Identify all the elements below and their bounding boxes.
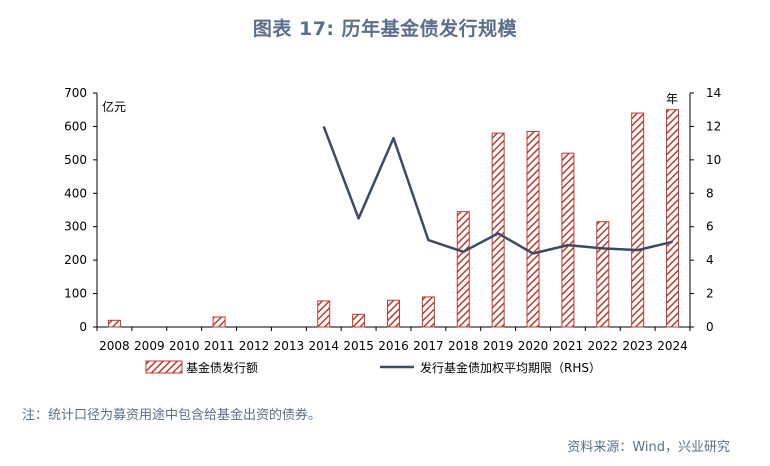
x-tick-label: 2019: [483, 339, 514, 353]
bar: [491, 132, 505, 328]
bar: [561, 152, 575, 328]
right-tick-label: 4: [706, 253, 714, 267]
bar: [317, 300, 331, 328]
x-tick-label: 2022: [588, 339, 619, 353]
x-tick-label: 2018: [448, 339, 479, 353]
x-tick-label: 2012: [239, 339, 270, 353]
x-tick-label: 2020: [518, 339, 549, 353]
line-series-path: [322, 125, 673, 255]
bar: [631, 112, 645, 328]
right-tick-label: 2: [706, 287, 714, 301]
x-tick-label: 2024: [657, 339, 688, 353]
left-tick-label: 500: [64, 153, 87, 167]
x-tick-label: 2017: [413, 339, 444, 353]
x-tick-label: 2010: [169, 339, 200, 353]
right-tick-label: 6: [706, 220, 714, 234]
right-tick-label: 0: [706, 320, 714, 334]
x-tick-label: 2013: [274, 339, 305, 353]
bar: [596, 221, 610, 328]
bar: [526, 130, 540, 328]
left-tick-label: 300: [64, 220, 87, 234]
x-tick-label: 2011: [204, 339, 235, 353]
right-tick-label: 14: [706, 86, 721, 100]
x-tick-label: 2014: [308, 339, 339, 353]
left-tick-label: 0: [79, 320, 87, 334]
bar: [212, 316, 226, 328]
right-tick-label: 12: [706, 119, 721, 133]
left-tick-label: 200: [64, 253, 87, 267]
right-axis-unit: 年: [666, 92, 678, 106]
legend-bar-label: 基金债发行额: [186, 360, 258, 375]
right-tick-label: 10: [706, 153, 721, 167]
right-tick-label: 8: [706, 186, 714, 200]
x-tick-label: 2023: [622, 339, 653, 353]
x-tick-label: 2008: [99, 339, 130, 353]
bar: [107, 319, 121, 328]
footnote: 注：统计口径为募资用途中包含给基金出资的债券。: [22, 408, 322, 423]
left-axis-unit: 亿元: [102, 99, 126, 114]
source-credit: 资料来源：Wind，兴业研究: [567, 440, 730, 455]
x-tick-label: 2016: [378, 339, 409, 353]
x-tick-label: 2009: [134, 339, 165, 353]
bar: [666, 109, 680, 328]
bar: [352, 313, 366, 328]
legend-bar-swatch: [145, 360, 183, 374]
left-tick-label: 400: [64, 186, 87, 200]
chart-title: 图表 17: 历年基金债发行规模: [252, 18, 518, 40]
bar: [387, 299, 400, 328]
legend-line-label: 发行基金债加权平均期限（RHS）: [420, 360, 601, 375]
x-tick-label: 2015: [343, 339, 374, 353]
x-tick-label: 2021: [553, 339, 584, 353]
left-tick-label: 600: [64, 119, 87, 133]
left-tick-label: 100: [64, 287, 87, 301]
left-tick-label: 700: [64, 86, 87, 100]
bar: [421, 296, 435, 328]
bar: [456, 211, 470, 328]
